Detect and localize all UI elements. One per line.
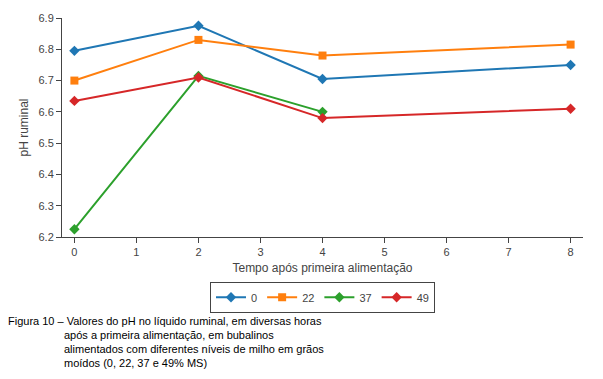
svg-text:após a primeira alimentação, e: após a primeira alimentação, em bubalino… — [64, 329, 274, 341]
svg-text:4: 4 — [319, 246, 325, 258]
svg-text:6.2: 6.2 — [39, 231, 54, 243]
svg-text:0: 0 — [251, 292, 257, 304]
svg-text:Tempo após primeira alimentaçã: Tempo após primeira alimentação — [232, 261, 412, 275]
svg-text:6.7: 6.7 — [39, 74, 54, 86]
svg-text:6.3: 6.3 — [39, 200, 54, 212]
svg-text:37: 37 — [359, 292, 371, 304]
svg-text:6.6: 6.6 — [39, 106, 54, 118]
svg-text:moídos (0, 22, 37 e 49% MS): moídos (0, 22, 37 e 49% MS) — [64, 357, 207, 369]
svg-text:6.9: 6.9 — [39, 12, 54, 24]
svg-text:6.8: 6.8 — [39, 43, 54, 55]
svg-text:3: 3 — [257, 246, 263, 258]
svg-text:49: 49 — [417, 292, 429, 304]
svg-text:1: 1 — [133, 246, 139, 258]
svg-text:6.5: 6.5 — [39, 137, 54, 149]
svg-text:8: 8 — [568, 246, 574, 258]
svg-text:6.4: 6.4 — [39, 168, 54, 180]
svg-text:pH ruminal: pH ruminal — [17, 98, 31, 156]
svg-text:22: 22 — [302, 292, 314, 304]
svg-text:Figura 10 – Valores do pH no l: Figura 10 – Valores do pH no líquido rum… — [8, 315, 322, 327]
svg-text:6: 6 — [443, 246, 449, 258]
svg-text:7: 7 — [506, 246, 512, 258]
svg-text:0: 0 — [71, 246, 77, 258]
svg-text:alimentados com diferentes nív: alimentados com diferentes níveis de mil… — [64, 343, 324, 355]
svg-text:2: 2 — [195, 246, 201, 258]
svg-text:5: 5 — [381, 246, 387, 258]
